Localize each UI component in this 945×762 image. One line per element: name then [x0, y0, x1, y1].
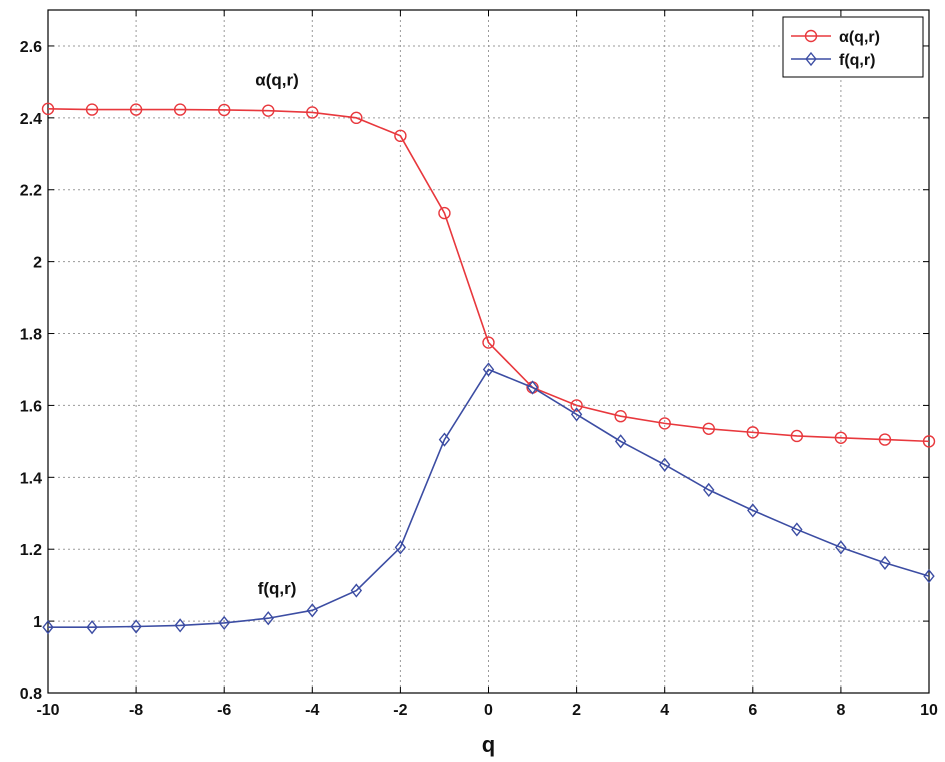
data-point — [658, 417, 671, 430]
x-tick-label: -6 — [217, 702, 231, 719]
legend-box — [782, 16, 924, 78]
annotations: α(q,r) f(q,r) — [255, 70, 299, 598]
data-point — [129, 103, 143, 116]
x-tick-label: 2 — [572, 702, 581, 719]
data-point — [879, 555, 891, 570]
data-point — [262, 104, 275, 117]
data-point — [659, 457, 671, 472]
x-tick-label: 4 — [660, 702, 669, 719]
y-tick-label: 1.2 — [20, 542, 42, 559]
x-axis-label: q — [482, 732, 495, 757]
data-point — [482, 336, 495, 349]
data-point — [570, 407, 583, 422]
legend-entry: f(q,r) — [791, 51, 875, 69]
data-point — [805, 51, 817, 67]
series-2 — [42, 362, 935, 635]
y-tick-label: 2 — [33, 255, 42, 272]
data-point — [394, 129, 407, 143]
data-point — [702, 422, 715, 435]
data-point — [614, 410, 627, 423]
y-tick-label: 2.4 — [20, 111, 42, 128]
x-tick-label: 0 — [484, 702, 493, 719]
data-point — [350, 583, 363, 598]
data-point — [878, 433, 892, 446]
data-point — [746, 426, 759, 439]
y-tick-label: 1.8 — [20, 327, 42, 344]
data-point — [262, 611, 274, 626]
x-tick-label: -4 — [305, 702, 319, 719]
data-point — [85, 103, 99, 116]
x-tick-label: -2 — [393, 702, 407, 719]
data-point — [570, 399, 583, 412]
data-point — [922, 435, 936, 448]
data-point — [217, 103, 231, 117]
data-point — [747, 503, 759, 518]
data-point — [42, 620, 54, 635]
series-line — [48, 368, 930, 629]
data-point — [790, 429, 804, 443]
legend-entry: α(q,r) — [791, 29, 880, 46]
series — [41, 102, 936, 635]
data-point — [306, 106, 319, 119]
y-tick-label: 2.6 — [20, 39, 42, 56]
grid — [47, 10, 930, 694]
y-tick-label: 0.8 — [20, 686, 42, 703]
data-point — [835, 540, 847, 555]
data-point — [41, 102, 55, 116]
y-tick-label: 2.2 — [20, 183, 42, 200]
data-point — [791, 522, 803, 537]
legend-label: f(q,r) — [839, 52, 875, 69]
annotation: α(q,r) — [255, 70, 299, 89]
x-tick-label: 10 — [920, 702, 938, 719]
legend-label: α(q,r) — [839, 29, 880, 46]
ticks: -10 -8 -6 -4 -2 0 2 4 6 8 10 0.8 1 1.2 1.4 1.6 1.8 2 2.2 2.… — [20, 10, 938, 719]
y-tick-label: 1 — [33, 614, 42, 631]
data-point — [394, 540, 407, 555]
data-point — [834, 431, 848, 444]
data-point — [350, 111, 363, 125]
data-point — [923, 569, 935, 584]
data-point — [703, 482, 715, 498]
x-tick-label: -10 — [36, 702, 59, 719]
data-point — [804, 29, 818, 43]
data-point — [438, 206, 451, 220]
series-line — [47, 108, 930, 443]
y-tick-label: 1.6 — [20, 398, 42, 415]
data-point — [173, 103, 187, 116]
data-point — [174, 618, 186, 633]
x-tick-label: 6 — [748, 702, 757, 719]
x-tick-label: 8 — [836, 702, 845, 719]
legend: α(q,r) f(q,r) — [782, 16, 924, 78]
data-point — [86, 620, 98, 635]
data-point — [614, 434, 627, 449]
data-point — [482, 362, 495, 377]
data-point — [130, 619, 142, 634]
data-point — [218, 615, 230, 631]
x-tick-label: -8 — [129, 702, 143, 719]
annotation: f(q,r) — [258, 579, 297, 598]
y-tick-label: 1.4 — [20, 470, 42, 487]
data-point — [306, 603, 318, 618]
data-point — [526, 380, 539, 395]
data-point — [438, 432, 451, 447]
